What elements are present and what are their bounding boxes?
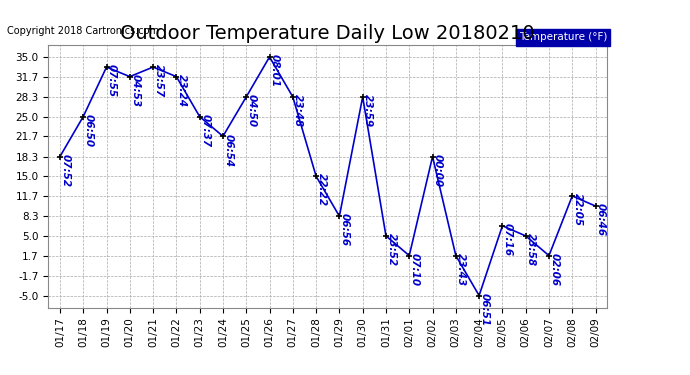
Text: 23:52: 23:52 [386, 233, 397, 266]
Text: 23:58: 23:58 [526, 233, 536, 266]
Text: 06:46: 06:46 [596, 203, 606, 236]
Text: 23:48: 23:48 [293, 94, 304, 127]
Text: Copyright 2018 Cartronics.com: Copyright 2018 Cartronics.com [7, 26, 159, 36]
Text: 23:59: 23:59 [363, 94, 373, 127]
Text: 07:52: 07:52 [61, 154, 70, 187]
Text: 06:56: 06:56 [340, 213, 350, 247]
Text: 23:57: 23:57 [154, 64, 164, 98]
Text: 07:16: 07:16 [503, 223, 513, 256]
Text: 07:10: 07:10 [410, 253, 420, 286]
Text: 22:22: 22:22 [317, 174, 326, 207]
Text: Temperature (°F): Temperature (°F) [519, 32, 607, 42]
Text: 23:24: 23:24 [177, 74, 187, 107]
Text: 06:50: 06:50 [83, 114, 94, 147]
Text: 06:51: 06:51 [480, 293, 490, 326]
Text: 06:54: 06:54 [224, 134, 233, 166]
Text: 08:01: 08:01 [270, 54, 280, 87]
Text: 00:00: 00:00 [433, 154, 443, 187]
Text: 04:50: 04:50 [247, 94, 257, 127]
Title: Outdoor Temperature Daily Low 20180210: Outdoor Temperature Daily Low 20180210 [121, 24, 535, 44]
Text: 22:05: 22:05 [573, 193, 583, 226]
Text: 23:43: 23:43 [456, 253, 466, 286]
Text: 02:06: 02:06 [549, 253, 560, 286]
Text: 04:53: 04:53 [130, 74, 140, 107]
Text: 07:55: 07:55 [107, 64, 117, 98]
Text: 07:37: 07:37 [200, 114, 210, 147]
